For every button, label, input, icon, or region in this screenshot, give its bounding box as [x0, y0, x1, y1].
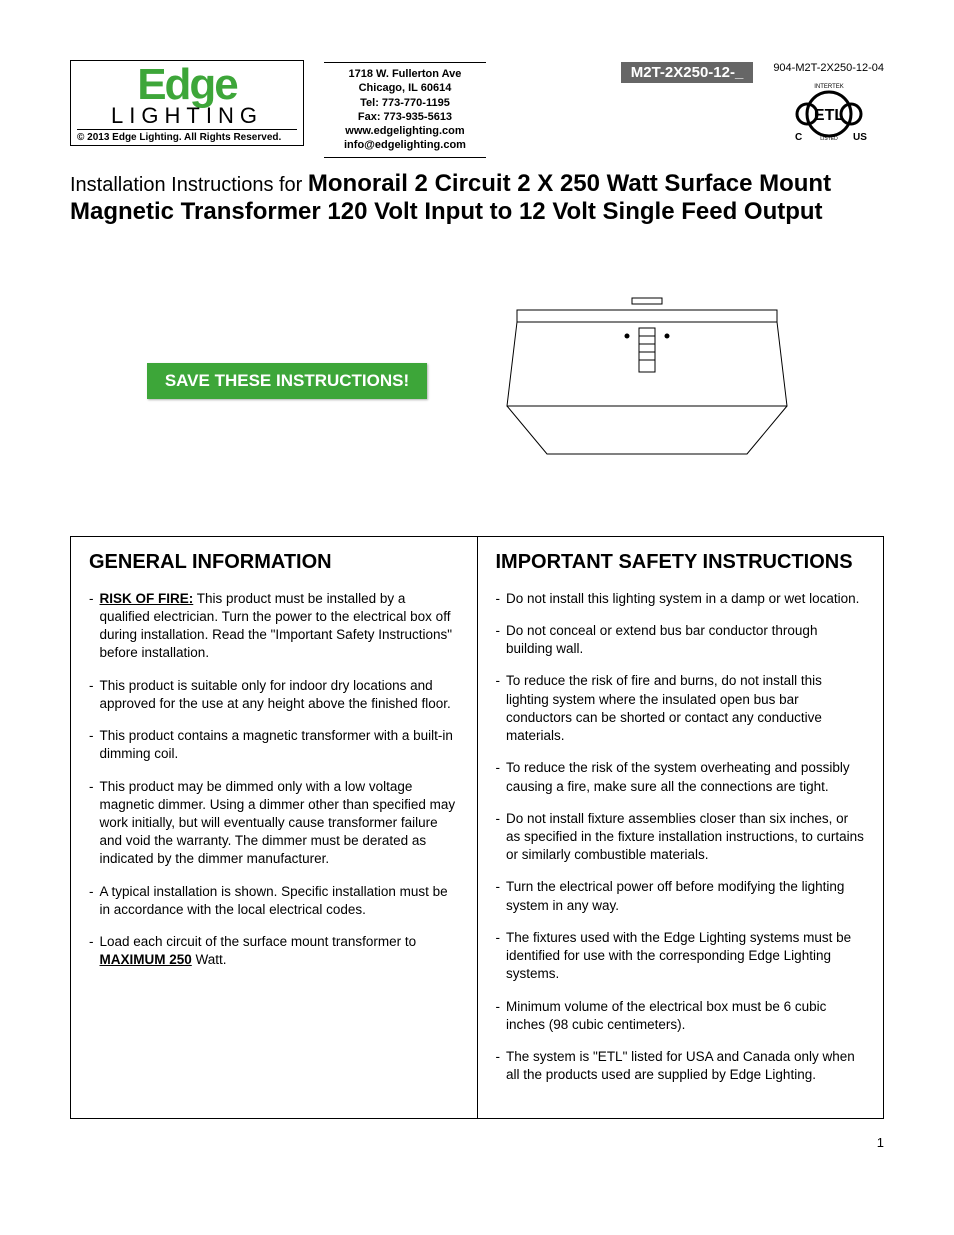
- address-line2: Chicago, IL 60614: [344, 81, 466, 95]
- general-item: - Load each circuit of the surface mount…: [89, 933, 459, 969]
- etl-listed-icon: INTERTEK ETL LISTED C US: [789, 80, 869, 144]
- logo-sub: LIGHTING: [77, 103, 297, 129]
- svg-text:LISTED: LISTED: [820, 136, 838, 142]
- bullet-dash: -: [496, 622, 501, 658]
- logo-brand: Edge: [77, 65, 297, 105]
- address-web: www.edgelighting.com: [344, 124, 466, 138]
- risk-of-fire-label: RISK OF FIRE:: [100, 591, 194, 606]
- safety-item: - Do not conceal or extend bus bar condu…: [496, 622, 866, 658]
- bullet-dash: -: [496, 998, 501, 1034]
- general-item-text: RISK OF FIRE: This product must be insta…: [100, 590, 459, 663]
- safety-item-text: To reduce the risk of the system overhea…: [506, 759, 865, 795]
- address-line1: 1718 W. Fullerton Ave: [344, 67, 466, 81]
- safety-item: - The system is "ETL" listed for USA and…: [496, 1048, 866, 1084]
- bullet-dash: -: [496, 590, 501, 608]
- title-prefix: Installation Instructions for: [70, 174, 308, 196]
- bullet-dash: -: [89, 883, 94, 919]
- mid-row: SAVE THESE INSTRUCTIONS!: [70, 296, 884, 466]
- etl-mark-block: INTERTEK ETL LISTED C US: [773, 80, 884, 147]
- bullet-dash: -: [496, 878, 501, 914]
- bullet-dash: -: [496, 929, 501, 984]
- safety-item-text: To reduce the risk of fire and burns, do…: [506, 672, 865, 745]
- maximum-250-label: MAXIMUM 250: [100, 952, 192, 967]
- general-item: - RISK OF FIRE: This product must be ins…: [89, 590, 459, 663]
- safety-item-text: The fixtures used with the Edge Lighting…: [506, 929, 865, 984]
- copyright: © 2013 Edge Lighting. All Rights Reserve…: [77, 129, 297, 143]
- safety-item: - To reduce the risk of the system overh…: [496, 759, 866, 795]
- header-row: Edge LIGHTING © 2013 Edge Lighting. All …: [70, 60, 884, 158]
- safety-item: - The fixtures used with the Edge Lighti…: [496, 929, 866, 984]
- model-badge: M2T-2X250-12-_: [621, 62, 754, 83]
- page-number: 1: [70, 1135, 884, 1150]
- safety-item-text: Do not install fixture assemblies closer…: [506, 810, 865, 865]
- logo-box: Edge LIGHTING © 2013 Edge Lighting. All …: [70, 60, 304, 146]
- general-item-text: This product may be dimmed only with a l…: [100, 778, 459, 869]
- safety-item-text: Turn the electrical power off before mod…: [506, 878, 865, 914]
- address-block: 1718 W. Fullerton Ave Chicago, IL 60614 …: [324, 62, 486, 158]
- bullet-dash: -: [89, 933, 94, 969]
- address-email: info@edgelighting.com: [344, 138, 466, 152]
- general-heading: GENERAL INFORMATION: [89, 551, 459, 574]
- safety-item-text: Minimum volume of the electrical box mus…: [506, 998, 865, 1034]
- svg-text:INTERTEK: INTERTEK: [814, 84, 844, 90]
- general-item-text: This product contains a magnetic transfo…: [100, 727, 459, 763]
- bullet-dash: -: [89, 727, 94, 763]
- right-header-col: 904-M2T-2X250-12-04 INTERTEK ETL LISTED …: [773, 60, 884, 147]
- general-item-text: A typical installation is shown. Specifi…: [100, 883, 459, 919]
- doc-id: 904-M2T-2X250-12-04: [773, 62, 884, 74]
- product-diagram-icon: [487, 296, 807, 466]
- safety-item: - Do not install this lighting system in…: [496, 590, 866, 608]
- general-item: - This product contains a magnetic trans…: [89, 727, 459, 763]
- safety-item: - Minimum volume of the electrical box m…: [496, 998, 866, 1034]
- safety-column: IMPORTANT SAFETY INSTRUCTIONS - Do not i…: [477, 537, 884, 1119]
- page: Edge LIGHTING © 2013 Edge Lighting. All …: [0, 0, 954, 1190]
- svg-text:US: US: [853, 132, 867, 143]
- general-item: - A typical installation is shown. Speci…: [89, 883, 459, 919]
- general-item6-pre: Load each circuit of the surface mount t…: [100, 934, 417, 949]
- bullet-dash: -: [89, 590, 94, 663]
- general-item6-post: Watt.: [192, 952, 227, 967]
- bullet-dash: -: [496, 759, 501, 795]
- safety-item-text: The system is "ETL" listed for USA and C…: [506, 1048, 865, 1084]
- safety-item-text: Do not install this lighting system in a…: [506, 590, 865, 608]
- svg-text:C: C: [795, 132, 802, 143]
- info-columns: GENERAL INFORMATION - RISK OF FIRE: This…: [70, 536, 884, 1120]
- bullet-dash: -: [496, 810, 501, 865]
- general-item-text: This product is suitable only for indoor…: [100, 677, 459, 713]
- safety-item: - To reduce the risk of fire and burns, …: [496, 672, 866, 745]
- bullet-dash: -: [89, 778, 94, 869]
- svg-text:ETL: ETL: [814, 107, 844, 124]
- general-item: - This product may be dimmed only with a…: [89, 778, 459, 869]
- safety-heading: IMPORTANT SAFETY INSTRUCTIONS: [496, 551, 866, 574]
- address-fax: Fax: 773-935-5613: [344, 110, 466, 124]
- title-block: Installation Instructions for Monorail 2…: [70, 170, 884, 226]
- bullet-dash: -: [496, 672, 501, 745]
- safety-item: - Do not install fixture assemblies clos…: [496, 810, 866, 865]
- safety-item-text: Do not conceal or extend bus bar conduct…: [506, 622, 865, 658]
- general-item-text: Load each circuit of the surface mount t…: [100, 933, 459, 969]
- save-instructions-banner: SAVE THESE INSTRUCTIONS!: [147, 363, 427, 399]
- address-tel: Tel: 773-770-1195: [344, 96, 466, 110]
- bullet-dash: -: [89, 677, 94, 713]
- bullet-dash: -: [496, 1048, 501, 1084]
- general-info-column: GENERAL INFORMATION - RISK OF FIRE: This…: [71, 537, 477, 1119]
- safety-item: - Turn the electrical power off before m…: [496, 878, 866, 914]
- general-item: - This product is suitable only for indo…: [89, 677, 459, 713]
